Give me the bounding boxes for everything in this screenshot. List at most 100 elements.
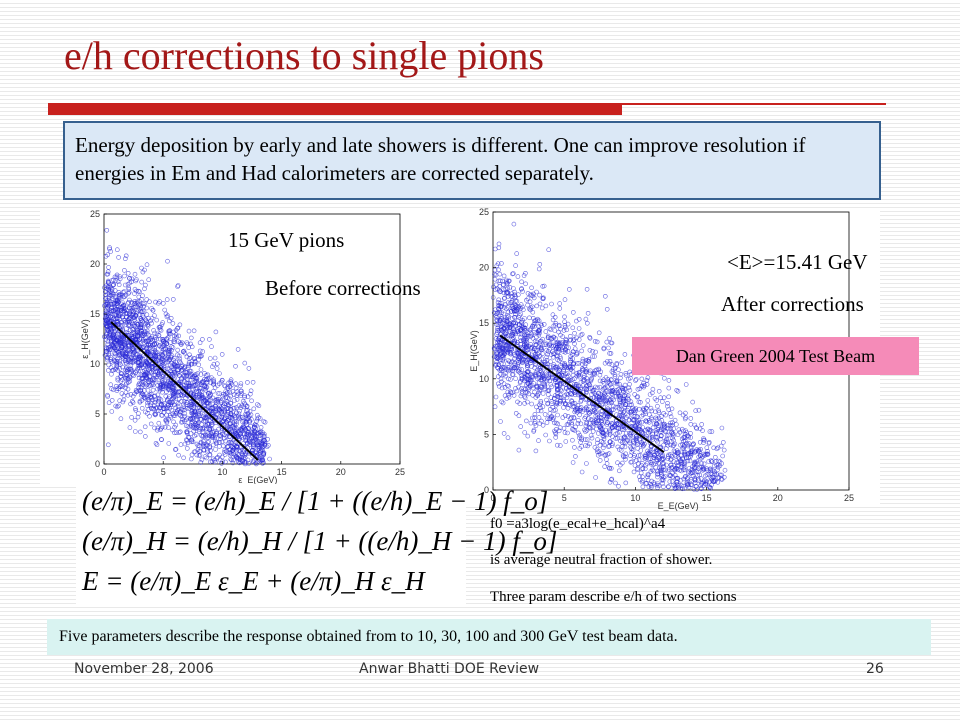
data-point [602,432,608,437]
data-point [521,324,527,330]
data-point [171,337,177,342]
data-point [248,440,253,445]
data-point [139,376,144,382]
data-point [121,305,127,311]
data-point [537,301,543,307]
data-point [248,391,253,397]
data-point [186,435,191,440]
data-point [553,365,558,370]
data-point [164,314,170,320]
data-point [262,442,267,448]
data-point [156,395,162,401]
data-point [534,303,540,309]
data-point [538,399,544,404]
data-point [670,431,676,437]
data-point [243,450,248,456]
data-point [602,453,608,458]
data-point [191,383,196,388]
data-point [681,434,687,440]
data-point [123,373,129,379]
data-point [553,346,559,352]
data-point [117,293,122,298]
data-point [173,422,179,428]
data-point [118,362,123,367]
data-point [525,369,530,375]
data-point [651,468,656,474]
data-point [261,452,266,458]
data-point [693,425,699,430]
data-point [114,300,119,306]
data-point [127,343,132,349]
data-point [123,253,129,259]
data-point [237,408,242,414]
data-point [715,467,720,473]
data-point [261,460,266,466]
data-point [237,457,243,463]
data-point [704,466,709,471]
data-point [209,426,215,432]
data-point [554,383,560,388]
data-point [105,319,110,325]
data-point [203,373,209,378]
data-point [503,373,508,379]
data-point [632,392,637,397]
data-point [625,395,630,401]
data-point [549,413,554,419]
data-point [244,422,249,427]
data-point [115,375,121,381]
data-point [138,317,144,323]
data-point [145,323,151,329]
data-point [552,395,557,401]
data-point [571,338,576,344]
data-point [551,364,556,369]
data-point [225,411,230,417]
data-point [553,379,558,384]
data-point [136,288,141,294]
equation-energy-sum: E = (e/π)_E ε_E + (e/π)_H ε_H [82,566,425,597]
data-point [571,415,577,421]
data-point [217,371,222,376]
data-point [132,299,138,304]
data-point [707,484,713,490]
page-title: e/h corrections to single pions [64,33,544,78]
data-point [665,401,670,406]
data-point [587,382,592,388]
data-point [599,439,604,444]
data-point [714,471,719,477]
data-point [641,406,646,411]
data-point [153,406,159,411]
data-point [560,345,566,351]
data-point [142,383,148,389]
data-point [607,351,612,356]
data-point [597,443,603,448]
data-point [152,425,157,431]
data-point [164,336,170,341]
data-point [123,382,129,387]
data-point [242,360,248,366]
data-point [563,350,568,355]
data-point [133,429,138,434]
data-point [538,400,544,406]
data-point [148,400,154,406]
data-point [537,372,543,377]
data-point [508,344,514,350]
data-point [631,455,637,460]
data-point [496,297,502,303]
y-axis-label: E_H(GeV) [469,330,479,372]
data-point [683,382,689,387]
data-point [623,451,628,457]
data-point [111,308,116,313]
data-point [142,424,148,430]
data-point [527,299,533,305]
data-point [597,378,603,384]
data-point [143,381,148,386]
data-point [683,415,689,420]
data-point [230,389,236,394]
data-point [684,479,690,485]
data-point [152,313,157,318]
data-point [612,374,618,379]
data-point [257,430,263,435]
data-point [128,366,133,372]
data-point [641,384,646,390]
data-point [675,484,681,490]
